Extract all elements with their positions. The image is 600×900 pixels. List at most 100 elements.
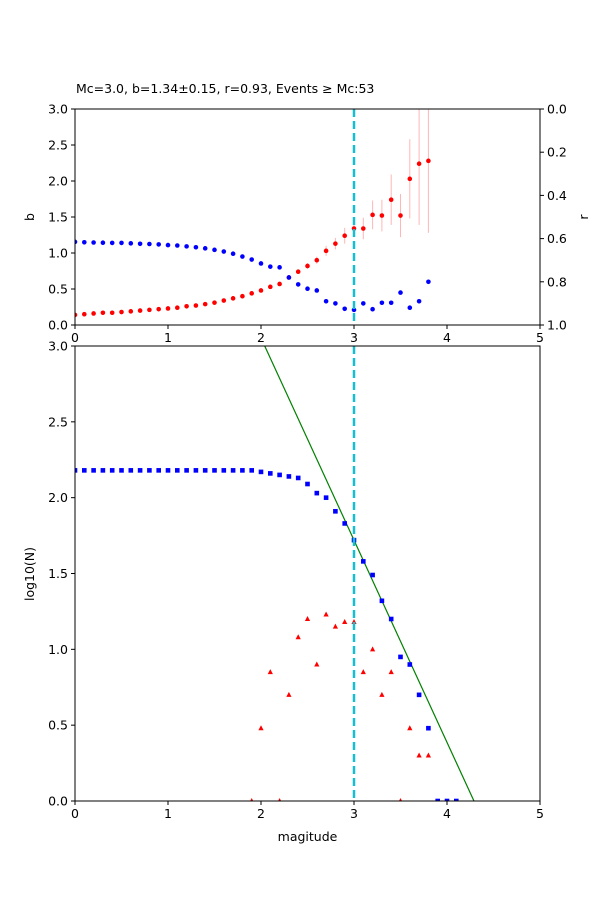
data-point [361,559,366,564]
data-point [240,293,245,299]
data-point [342,233,348,239]
data-point [407,662,413,667]
data-point [156,468,161,473]
data-point [286,275,292,280]
data-point [361,226,366,231]
data-point [370,212,375,218]
data-point [398,290,403,295]
data-point [128,309,134,314]
data-point [388,197,394,203]
data-point [202,246,208,251]
data-point [221,298,227,303]
data-point [444,798,450,801]
data-point [407,725,413,731]
data-point [128,468,134,473]
data-point [398,654,403,660]
y-tick-label: 2.0 [48,490,68,505]
data-point [361,301,366,306]
data-point [109,240,115,246]
data-point [100,310,106,316]
data-point [109,310,115,316]
data-point [91,240,96,245]
data-point [286,474,292,479]
data-point [398,798,403,801]
data-point [137,241,143,247]
y-tick-label: 0.5 [48,718,68,733]
data-point [388,669,394,675]
data-point [137,468,143,473]
y2-tick-label: 0.0 [547,102,567,117]
data-point [175,243,180,248]
data-point [230,296,236,301]
x-tick-label: 1 [164,806,172,821]
data-point [258,469,264,475]
data-point [268,264,273,269]
data-point [295,282,301,287]
x-tick-label: 4 [443,330,451,345]
plot-frame [74,108,541,326]
data-point [323,611,329,617]
b-value-panel: Mc=3.0, b=1.34±0.15, r=0.93, Events ≥ Mc… [22,81,591,345]
y-tick-label: 2.5 [48,138,68,153]
x-tick-label: 2 [257,806,265,821]
data-point [277,265,282,270]
plot-area [75,109,431,318]
data-point [212,247,217,253]
y-tick-label: 0.5 [48,282,68,297]
data-point [314,288,320,293]
data-point [416,161,422,167]
data-point [240,468,245,473]
data-point [119,309,124,315]
data-point [314,661,320,667]
data-point [379,300,385,306]
data-point [91,468,96,473]
data-point [416,298,422,304]
y-tick-label: 3.0 [48,339,68,354]
data-point [407,305,413,311]
data-point [323,298,329,304]
data-point [91,311,96,316]
data-point [435,798,440,801]
x-tick-label: 3 [350,806,358,821]
y2-tick-label: 0.6 [547,231,567,246]
x-axis-label-magnitude: magitude [278,829,338,844]
data-point [193,303,199,308]
data-point [184,244,189,249]
data-point [147,241,152,247]
data-point [165,306,171,311]
y2-tick-label: 0.2 [547,145,567,160]
data-point [175,305,180,311]
data-point [398,213,403,218]
data-point [175,468,180,473]
data-point [305,481,310,487]
data-point [379,213,385,218]
y-tick-label: 2.5 [48,414,68,429]
data-point [268,471,273,476]
plot-area [75,346,475,801]
data-point [333,241,338,246]
data-point [184,468,189,473]
data-point [370,306,375,312]
data-point [250,798,254,801]
data-point [119,468,124,473]
data-point [407,176,413,182]
data-point [333,301,338,306]
data-point [333,509,338,514]
x-tick-label: 0 [71,330,79,345]
x-tick-label: 5 [536,806,544,821]
data-point [295,475,301,481]
y-tick-label: 0.0 [48,794,68,809]
data-point [202,301,208,307]
y-axis-label-log10n: log10(N) [22,547,37,601]
data-point [165,468,171,473]
data-point [240,254,245,259]
data-point [75,239,78,245]
data-point [193,468,199,473]
data-point [388,300,394,306]
data-point [249,468,254,473]
data-point [351,619,357,625]
frequency-magnitude-panel: log10(N) magitude 0 1 2 3 4 5 0.0 0.5 1.0 1.5 2.0 2… [22,339,544,845]
fit-line [264,346,475,801]
data-point [212,300,217,305]
